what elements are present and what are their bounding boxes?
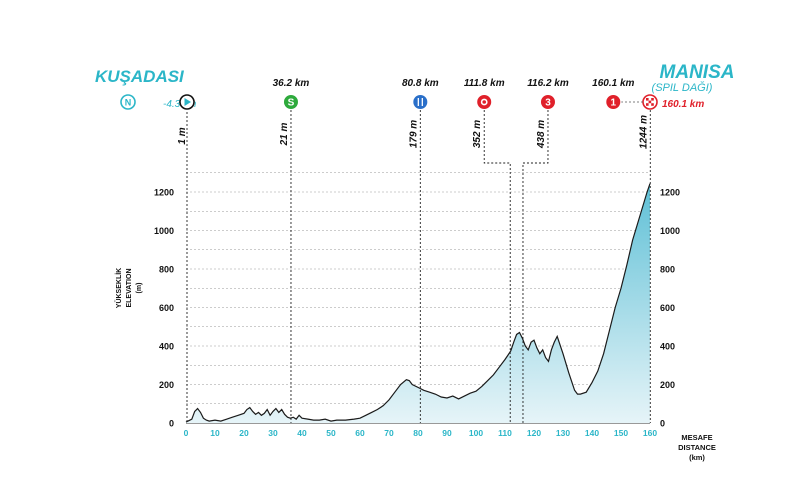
svg-text:MESAFE: MESAFE <box>681 433 712 442</box>
y-tick-label-left: 800 <box>159 265 174 275</box>
y-axis-title: YÜKSEKLİK ELEVATION (m) <box>114 268 143 308</box>
x-tick-label: 40 <box>297 428 307 438</box>
x-tick-label: 70 <box>384 428 394 438</box>
x-tick-label: 110 <box>498 428 512 438</box>
marker-icon-label: 3 <box>545 98 551 109</box>
y-tick-label-right: 200 <box>660 380 675 390</box>
y-tick-label-left: 0 <box>169 419 174 429</box>
neutral-start-icon: N <box>120 94 136 110</box>
x-tick-label: 30 <box>268 428 278 438</box>
grid-lines <box>186 172 650 424</box>
marker-circle <box>539 94 556 110</box>
x-tick-label: 130 <box>556 428 570 438</box>
svg-text:(km): (km) <box>689 453 705 462</box>
x-tick-label: 50 <box>326 428 336 438</box>
sprint-icon: S <box>282 94 299 110</box>
x-tick-label: 140 <box>585 428 599 438</box>
kom-icon: 3 <box>539 94 556 110</box>
x-tick-label: 150 <box>614 428 628 438</box>
y-tick-label-left: 1200 <box>154 188 174 198</box>
bonus-icon <box>476 94 493 110</box>
svg-text:YÜKSEKLİK: YÜKSEKLİK <box>114 268 123 308</box>
y-axis-ticks: 0 0 200 200 400 400 600 600 800 800 1000 1000 1200 12… <box>154 188 680 429</box>
marker-elevation-label: 352 m <box>472 120 483 148</box>
x-tick-label: 90 <box>442 428 452 438</box>
svg-text:ELEVATION: ELEVATION <box>126 268 133 307</box>
finish-city: MANISA <box>660 62 735 83</box>
marker-km-label: 116.2 km <box>527 78 569 89</box>
y-tick-label-left: 1000 <box>154 226 174 236</box>
marker-km-label: 160.1 km <box>592 78 634 89</box>
marker-line <box>483 110 511 423</box>
y-tick-label-left: 600 <box>159 303 174 313</box>
elevation-line <box>185 183 651 423</box>
bonus-dot <box>482 100 487 104</box>
finish-flag-icon <box>642 94 658 110</box>
marker-km-label: 80.8 km <box>402 78 439 89</box>
finish-km-red: 160.1 km <box>662 99 704 110</box>
start-elevation-label: 1 m <box>177 127 188 144</box>
x-tick-label: 0 <box>184 428 189 438</box>
marker-line <box>522 110 549 423</box>
y-tick-label-right: 600 <box>660 303 675 313</box>
x-tick-label: 60 <box>355 428 365 438</box>
marker-elevation-label: 21 m <box>279 122 290 146</box>
x-axis-title: MESAFE DISTANCE (km) <box>678 433 716 462</box>
marker-elevation-label: 438 m <box>536 120 547 149</box>
y-tick-label-left: 400 <box>159 342 174 352</box>
y-tick-label-left: 200 <box>159 380 174 390</box>
marker-circle <box>605 94 622 110</box>
svg-text:(m): (m) <box>136 283 143 294</box>
y-tick-label-right: 1200 <box>660 188 680 198</box>
start-city: KUŞADASI <box>95 67 185 86</box>
x-axis-ticks: 0 10 20 30 40 50 60 70 80 90 100 110 120 130 140 150 160 <box>184 428 658 438</box>
marker-circle <box>282 94 299 110</box>
svg-text:N: N <box>125 98 132 108</box>
marker-km-label: 36.2 km <box>273 78 310 89</box>
x-tick-label: 100 <box>469 428 483 438</box>
finish-subtitle: (SPIL DAĞI) <box>652 81 713 94</box>
svg-text:DISTANCE: DISTANCE <box>678 443 716 452</box>
marker-km-label: 111.8 km <box>464 78 505 89</box>
elevation-area <box>185 183 651 423</box>
marker-icon-label: S <box>288 98 295 109</box>
kom-icon: 1 <box>605 94 622 110</box>
y-tick-label-right: 1000 <box>660 226 680 236</box>
y-tick-label-right: 800 <box>660 265 675 275</box>
marker-elevation-label: 1244 m <box>638 115 649 149</box>
x-tick-label: 160 <box>643 428 657 438</box>
marker-elevation-label: 179 m <box>408 120 419 148</box>
start-play-icon <box>179 94 195 110</box>
marker-circle <box>412 94 429 110</box>
x-tick-label: 20 <box>239 428 249 438</box>
food-icon <box>412 94 429 110</box>
x-tick-label: 10 <box>210 428 220 438</box>
elevation-fill <box>186 183 650 423</box>
y-tick-label-right: 0 <box>660 419 665 429</box>
y-tick-label-right: 400 <box>660 342 675 352</box>
x-tick-label: 80 <box>413 428 423 438</box>
x-tick-label: 120 <box>527 428 541 438</box>
marker-icon-label: 1 <box>611 98 617 109</box>
